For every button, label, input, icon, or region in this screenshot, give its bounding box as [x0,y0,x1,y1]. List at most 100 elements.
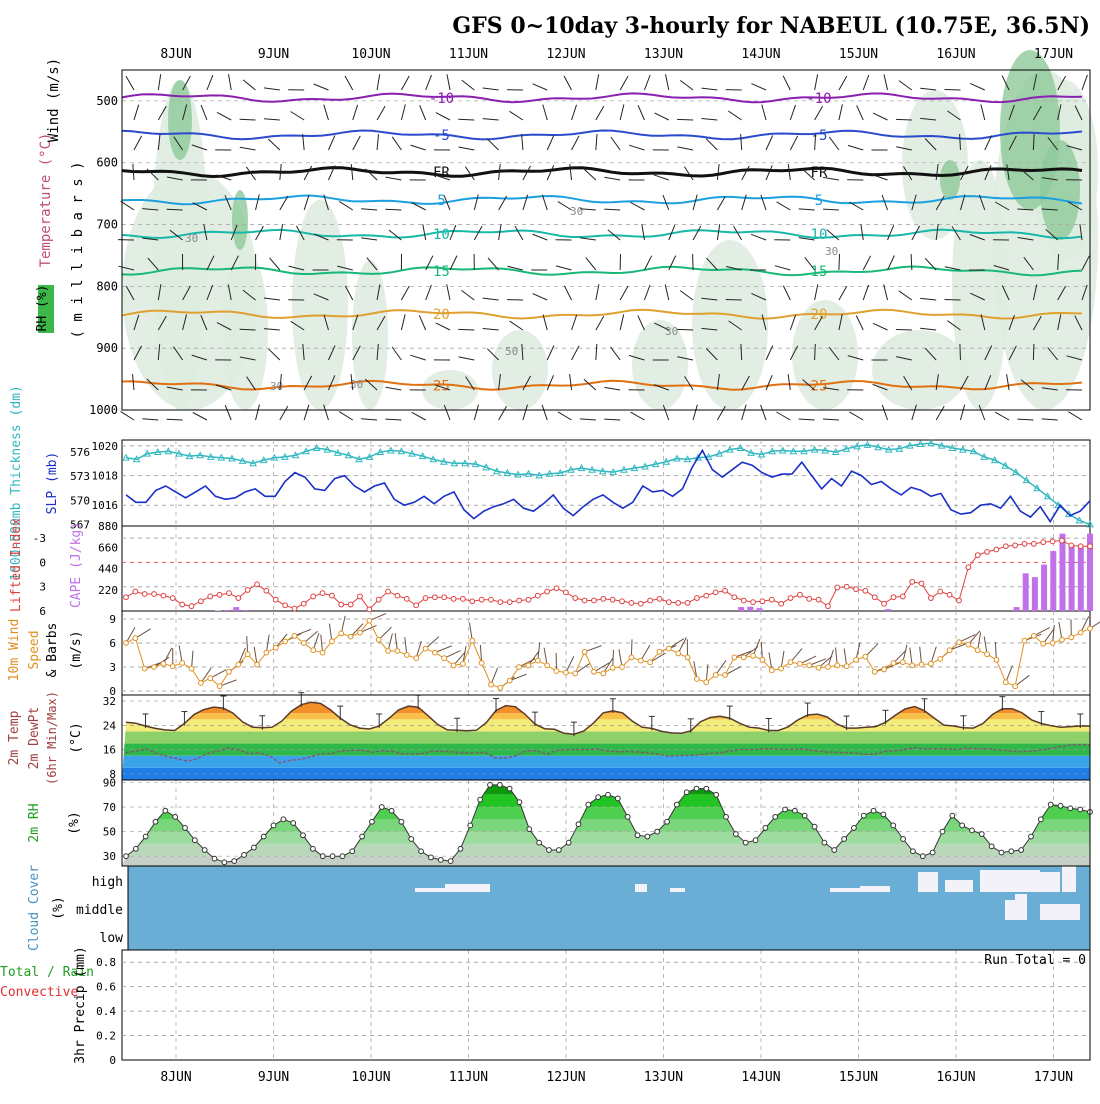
rh-point [871,808,876,813]
wind-barb [401,286,409,300]
rh-point [596,795,601,800]
wind-barb [586,258,596,270]
rh-point [773,814,778,819]
isotherm-label: 10 [433,227,450,243]
wind-barb [270,258,280,270]
y-tick-label-cape: 220 [98,584,118,597]
wind-barb [620,104,624,120]
wind-speed-point [330,639,335,644]
wind-barb [580,238,596,240]
lifted-index-point [751,600,756,605]
cloud-clear-patch [445,884,480,892]
wind-barb [256,405,260,421]
lifted-index-point [816,597,821,602]
lifted-index-point [695,596,700,601]
wind-speed-point [479,661,484,666]
y-tick-label-slp: 1018 [92,470,119,483]
rh-point [399,819,404,824]
wind-barb [827,230,839,240]
wind-barb [207,75,213,90]
wind-speed-point [854,657,859,662]
temp-bands [122,695,1090,780]
wind-speed-point [432,650,437,655]
y-tick-label-thickness: 576 [70,446,90,459]
wind-barb [243,80,255,90]
x-tick-label-bottom: 17JUN [1034,1070,1073,1085]
y-axis-title-temp: Temperature (°C) [38,133,54,268]
rh-point [960,823,965,828]
wind-barb [483,329,499,331]
wind-barb [264,298,280,300]
rh-point [645,834,650,839]
wind-barb [863,285,868,300]
wind-speed-point [582,649,587,654]
y-tick-label-precip: 0.6 [96,981,116,994]
cloud-clear-patch [918,872,938,892]
rh-shading [492,330,548,410]
wind-barb [742,166,750,180]
wind-barb [882,195,887,210]
wind-barb [604,387,620,390]
wind-barb [920,298,936,300]
rh-point [360,834,365,839]
y-axis-title-dewpt: 2m DewPt [27,707,42,770]
rh-point [1029,834,1034,839]
wind-barb [225,405,231,420]
wind-barb [815,74,818,90]
rh-point [842,837,847,842]
isotherm-label: 25 [811,378,828,394]
wind-barb [693,405,697,420]
wind-barb [547,375,553,390]
wind-barb [465,167,474,180]
wind-barb [419,315,425,330]
rh-point [783,807,788,812]
wind-speed-point [535,658,540,663]
y-tick-label-wind: 3 [109,661,116,674]
lifted-index-point [891,595,896,600]
wind-speed-point [489,682,494,687]
rh-point [547,848,552,853]
wind-speed-point [517,665,522,670]
wind-barb [823,209,839,210]
wind-speed-point [882,667,887,672]
wind-barb [799,209,815,210]
wind-barb [630,202,644,210]
wind-speed-point [376,637,381,642]
rh-point [340,854,345,859]
lifted-index-point [723,588,728,593]
wind-barb [863,75,869,90]
y-tick-label-wind: 9 [109,613,116,626]
y-axis-title-temp2m: 2m Temp [7,710,22,765]
cloud-clear-patch [860,886,890,892]
wind-barb [644,285,650,300]
lifted-index-point [432,595,437,600]
wind-speed-point [900,660,905,665]
lifted-index-point [957,598,962,603]
wind-speed-point [760,657,765,662]
rh-band [122,807,1090,819]
lifted-index-point [947,592,952,597]
cloud-clear-patch [945,880,973,892]
wind-barb [167,419,183,420]
rh-point [979,832,984,837]
y-axis-units-rh: (%) [67,811,82,834]
lifted-index-point [133,589,138,594]
y-axis-title-speed: Speed [27,630,42,669]
wind-barb [377,106,385,120]
wind-barb [655,113,669,120]
y-tick-label-temp: 16 [103,744,116,757]
lifted-index-point [713,590,718,595]
wind-speed-point [1031,633,1036,638]
wind-barb [790,315,795,330]
lifted-index-point [180,602,185,607]
cape-bar [1060,534,1066,611]
y-axis-title-wind10: 10m Wind [7,619,22,682]
wind-speed-point [208,676,213,681]
wind-speed-point [947,648,952,653]
wind-barb [547,165,553,180]
y-axis-title-cape: CAPE (J/kg) [69,522,84,608]
wind-barb [339,412,353,420]
lifted-index-point [648,598,653,603]
x-tick-label-top: 15JUN [839,47,878,62]
cape-bar [885,609,891,611]
